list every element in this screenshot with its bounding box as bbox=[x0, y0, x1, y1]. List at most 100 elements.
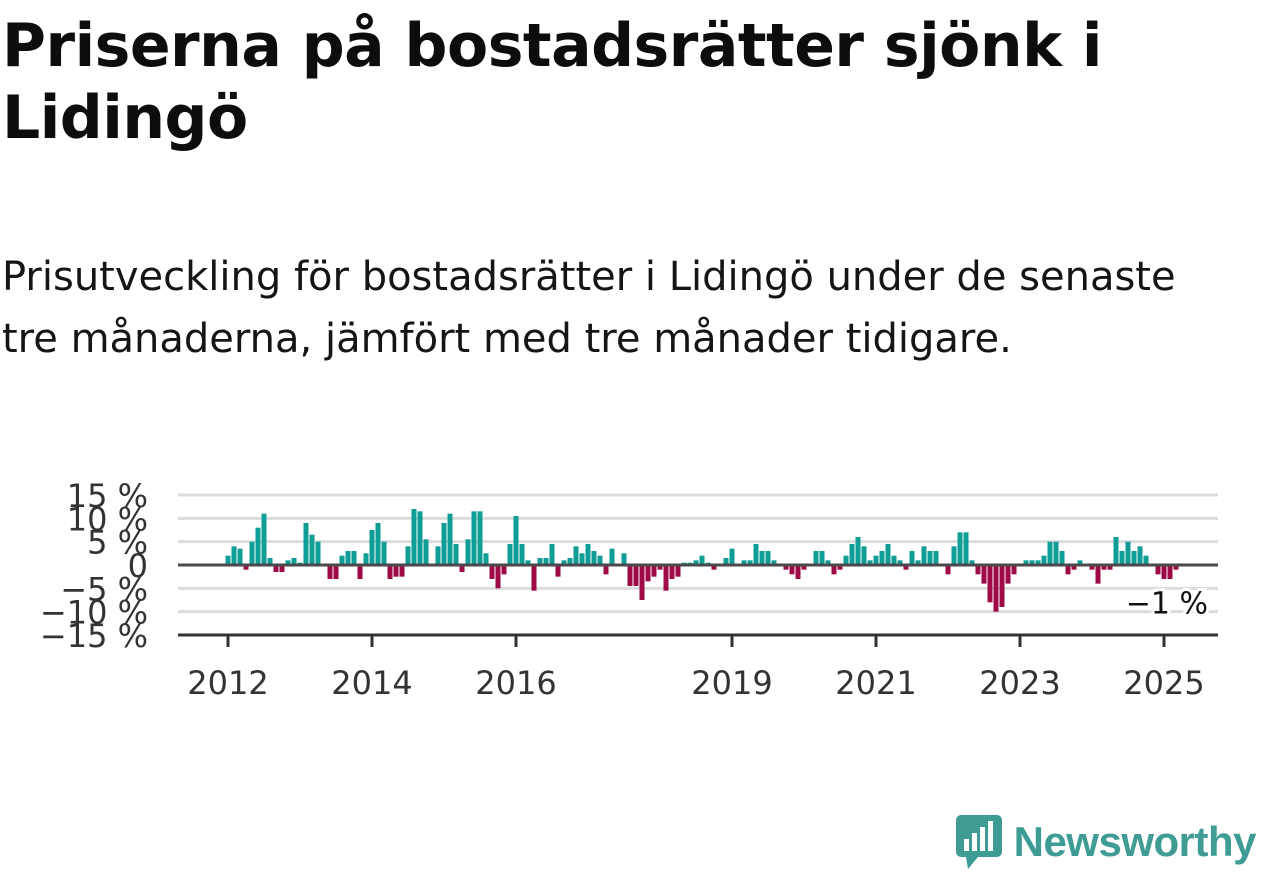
bar bbox=[351, 551, 357, 565]
bar bbox=[489, 565, 495, 579]
bar bbox=[399, 565, 405, 577]
bar bbox=[1059, 551, 1065, 565]
x-tick-label: 2023 bbox=[979, 664, 1060, 702]
bar bbox=[867, 560, 873, 565]
bar bbox=[651, 565, 657, 577]
bar bbox=[243, 565, 249, 570]
x-tick-label: 2012 bbox=[187, 664, 268, 702]
x-tick-label: 2016 bbox=[475, 664, 556, 702]
bar bbox=[729, 548, 735, 565]
bar bbox=[663, 565, 669, 591]
bar bbox=[843, 555, 849, 565]
bar bbox=[819, 551, 825, 565]
bar bbox=[933, 551, 939, 565]
bar bbox=[363, 553, 369, 565]
bar bbox=[1125, 541, 1131, 565]
bar bbox=[1155, 565, 1161, 575]
bar bbox=[441, 523, 447, 565]
bar bbox=[747, 560, 753, 565]
bar bbox=[471, 511, 477, 565]
bar bbox=[1065, 565, 1071, 575]
bar bbox=[1041, 555, 1047, 565]
bar bbox=[555, 565, 561, 577]
bar bbox=[597, 555, 603, 565]
bar bbox=[405, 546, 411, 565]
x-tick-label: 2019 bbox=[691, 664, 772, 702]
bar bbox=[291, 558, 297, 565]
bar bbox=[573, 546, 579, 565]
bar bbox=[327, 565, 333, 579]
bar bbox=[459, 565, 465, 572]
bar bbox=[627, 565, 633, 586]
bar bbox=[531, 565, 537, 591]
chart-axes: 15 %10 %5 %0−5 %−10 %−15 % 2012 2014 2016 20… bbox=[40, 477, 1218, 702]
bar bbox=[927, 551, 933, 565]
bar bbox=[465, 539, 471, 565]
bar bbox=[1035, 560, 1041, 565]
bar bbox=[603, 565, 609, 575]
bar bbox=[507, 544, 513, 565]
bar bbox=[237, 548, 243, 565]
bar bbox=[1095, 565, 1101, 584]
bar bbox=[333, 565, 339, 579]
bar bbox=[585, 544, 591, 565]
bar bbox=[861, 546, 867, 565]
bar bbox=[753, 544, 759, 565]
bar bbox=[963, 532, 969, 565]
y-tick-label: −15 % bbox=[40, 617, 148, 655]
bar bbox=[1023, 560, 1029, 565]
bar bbox=[255, 527, 261, 565]
bar bbox=[951, 546, 957, 565]
bar bbox=[375, 523, 381, 565]
bar bbox=[699, 555, 705, 565]
bar bbox=[1119, 551, 1125, 565]
x-tick-label: 2014 bbox=[331, 664, 412, 702]
x-tick-label: 2021 bbox=[835, 664, 916, 702]
bar bbox=[897, 560, 903, 565]
bar bbox=[501, 565, 507, 575]
bar bbox=[309, 534, 315, 565]
bar bbox=[741, 560, 747, 565]
bar bbox=[315, 541, 321, 565]
bar bbox=[369, 530, 375, 565]
bar bbox=[1077, 560, 1083, 565]
bar bbox=[633, 565, 639, 586]
bar bbox=[477, 511, 483, 565]
y-tick-label: −10 % bbox=[40, 594, 148, 632]
bar bbox=[771, 560, 777, 565]
y-tick-label: 15 % bbox=[67, 477, 148, 515]
bar bbox=[1047, 541, 1053, 565]
bar bbox=[357, 565, 363, 579]
bar bbox=[831, 565, 837, 575]
bar bbox=[591, 551, 597, 565]
bar bbox=[279, 565, 285, 572]
bar bbox=[387, 565, 393, 579]
bar bbox=[453, 544, 459, 565]
bar bbox=[915, 560, 921, 565]
bar bbox=[303, 523, 309, 565]
y-tick-label: −5 % bbox=[60, 570, 148, 608]
bar bbox=[495, 565, 501, 589]
bar bbox=[519, 544, 525, 565]
bar bbox=[261, 513, 267, 565]
bar bbox=[855, 537, 861, 565]
bar bbox=[1131, 551, 1137, 565]
bar bbox=[981, 565, 987, 584]
bar bbox=[903, 565, 909, 570]
newsworthy-logo: Newsworthy bbox=[954, 813, 1257, 871]
bar bbox=[1005, 565, 1011, 584]
y-tick-label: 0 bbox=[128, 547, 148, 585]
last-value-label: −1 % bbox=[1126, 587, 1208, 622]
bar bbox=[879, 551, 885, 565]
bar bbox=[567, 558, 573, 565]
bar bbox=[381, 541, 387, 565]
bar bbox=[249, 541, 255, 565]
bar bbox=[1011, 565, 1017, 575]
bar bbox=[411, 509, 417, 565]
bar bbox=[423, 539, 429, 565]
bar bbox=[783, 565, 789, 570]
bar bbox=[543, 558, 549, 565]
bar bbox=[975, 565, 981, 575]
bar bbox=[483, 553, 489, 565]
bar bbox=[885, 544, 891, 565]
